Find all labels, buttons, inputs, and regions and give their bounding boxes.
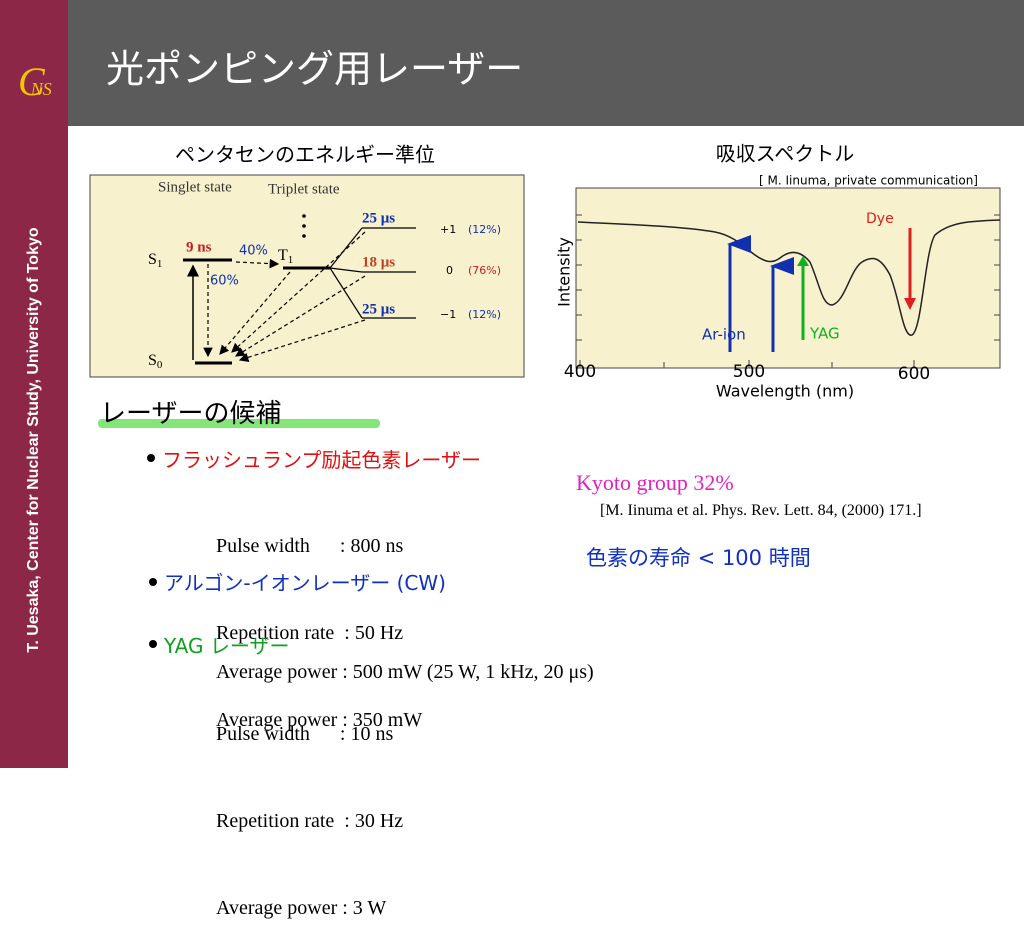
sublevel-lifetime: 25 μs — [362, 301, 395, 317]
header-bar — [68, 0, 1024, 126]
spec-line: Pulse width : 800 ns — [216, 535, 404, 557]
slide: CNS T. Uesaka, Center for Nuclear Study,… — [0, 0, 1024, 919]
bullet — [147, 454, 155, 462]
spectrum-box — [575, 187, 1001, 369]
sublevel-m: −1 — [440, 308, 456, 321]
logo: CNS — [10, 40, 52, 105]
sublevel-lifetime: 18 μs — [362, 254, 395, 270]
sublevel-population: (12%) — [468, 308, 501, 321]
candidate-lines: Pulse width : 10 ns Repetition rate : 30… — [216, 662, 403, 952]
candidate-lines: Pulse width : 800 ns Repetition rate : 5… — [216, 474, 422, 764]
energy-box — [89, 174, 525, 378]
x-tick-label: 500 — [733, 362, 765, 382]
dye-arrow-head — [904, 298, 916, 310]
yag-label: YAG — [809, 325, 840, 343]
logo-sub: NS — [30, 79, 52, 99]
bullet — [149, 640, 157, 648]
x-axis-label: Wavelength (nm) — [716, 382, 854, 401]
spec-line: Average power : 500 mW (25 W, 1 kHz, 20 … — [216, 661, 594, 683]
s1-symbol: S — [148, 251, 157, 268]
energy-title: ペンタセンのエネルギー準位 — [175, 143, 435, 167]
sublevel-population: (12%) — [468, 223, 501, 236]
heading-underline — [98, 419, 380, 428]
kyoto-note: Kyoto group 32% — [576, 470, 734, 495]
slide-title: 光ポンピング用レーザー — [106, 47, 524, 91]
y-axis-label: Intensity — [555, 237, 574, 307]
t1-symbol: T — [278, 247, 288, 264]
levels — [183, 258, 330, 365]
s0-index: 0 — [157, 359, 163, 371]
spectrum-citation: [ M. Iinuma, private communication] — [759, 174, 978, 188]
yag-arrow-head — [797, 256, 809, 266]
spec-line: Average power : 3 W — [216, 897, 387, 919]
isc-ratio: 40% — [239, 244, 268, 259]
sidebar — [0, 0, 68, 768]
s0-symbol: S — [148, 352, 157, 369]
x-tick-label: 600 — [898, 364, 930, 384]
candidates-heading: レーザーの候補 — [100, 399, 282, 429]
sublevel-labels: 25 μs 18 μs 25 μs +1 0 −1 (12%) (76%) (1… — [362, 210, 501, 321]
dye-lifetime-note: 色素の寿命 < 100 時間 — [586, 546, 811, 570]
sublevel-lifetime: 25 μs — [362, 210, 395, 226]
spec-line: Pulse width : 10 ns — [216, 723, 394, 745]
bullet — [149, 578, 157, 586]
sublevels — [329, 227, 416, 319]
s1-index: 1 — [157, 258, 163, 270]
t1-index: 1 — [288, 254, 294, 266]
spec-line: Repetition rate : 50 Hz — [216, 622, 404, 644]
spec-line: Average power : 350 mW — [216, 709, 423, 731]
dye-label: Dye — [866, 211, 894, 227]
spectrum-ticks — [576, 214, 1000, 368]
triplet-label: Triplet state — [268, 181, 340, 197]
spec-line: Repetition rate : 30 Hz — [216, 810, 404, 832]
sublevel-population: (76%) — [468, 264, 501, 277]
spectrum-title: 吸収スペクトル — [716, 142, 855, 166]
s1-label: S1 — [148, 251, 162, 270]
dots — [302, 214, 306, 238]
diagrams: ペンタセンのエネルギー準位 Singlet state Triplet stat… — [89, 142, 1001, 648]
sublevel-m: 0 — [446, 264, 453, 277]
candidate-name: YAG レーザー — [164, 634, 290, 658]
candidate-name: フラッシュランプ励起色素レーザー — [162, 448, 481, 472]
t1-label: T1 — [278, 247, 293, 266]
s1-lifetime: 9 ns — [186, 239, 212, 255]
decay-arrows — [203, 231, 366, 363]
sublevel-m: +1 — [440, 223, 456, 236]
reference-note: [M. Iinuma et al. Phys. Rev. Lett. 84, (… — [600, 502, 922, 519]
decay-ratio: 60% — [210, 274, 239, 289]
s0-label: S0 — [148, 352, 163, 371]
x-tick-label: 400 — [564, 362, 596, 382]
logo-main: C — [18, 59, 45, 104]
candidate-lines: Average power : 500 mW (25 W, 1 kHz, 20 … — [216, 600, 594, 716]
ar-ion-label: Ar-ion — [702, 326, 746, 344]
candidate-name: アルゴン-イオンレーザー (CW) — [164, 571, 446, 595]
singlet-label: Singlet state — [158, 179, 232, 195]
